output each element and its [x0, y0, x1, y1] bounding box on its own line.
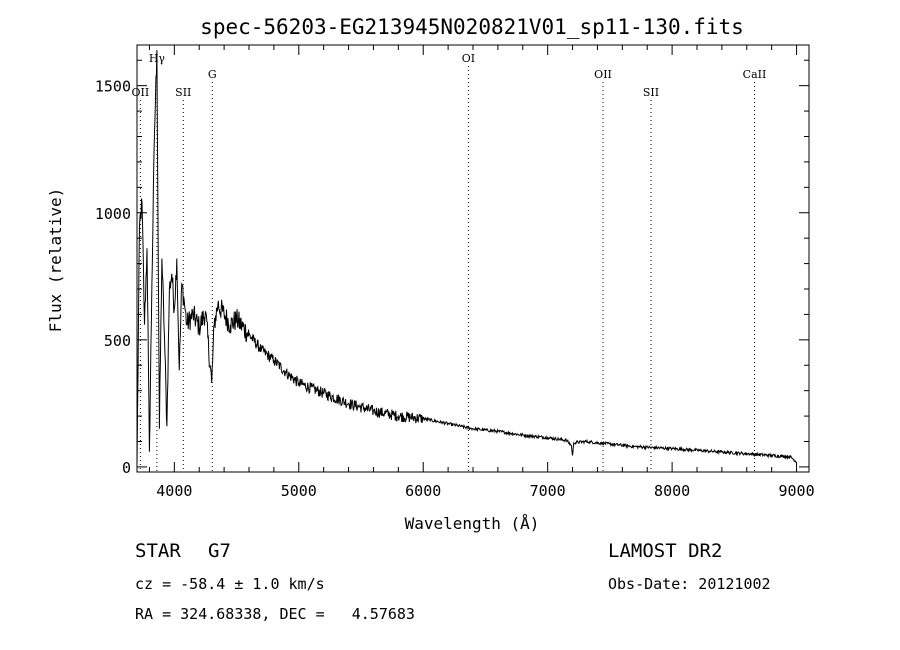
coordinates: RA = 324.68338, DEC = 4.57683 [135, 605, 415, 623]
plot-frame [136, 44, 810, 473]
x-tick-label: 7000 [530, 482, 566, 500]
x-axis-label: Wavelength (Å) [405, 514, 540, 533]
marker-label: SII [643, 86, 659, 99]
x-tick-label: 5000 [281, 482, 317, 500]
y-axis-label: Flux (relative) [46, 188, 65, 333]
plot-area [137, 50, 798, 467]
y-tick-label: 500 [104, 332, 131, 350]
spectrum-line [137, 50, 798, 467]
x-tick-label: 9000 [778, 482, 814, 500]
marker-label: OI [462, 52, 475, 65]
y-tick-label: 0 [122, 459, 131, 477]
marker-label: CaII [743, 68, 767, 81]
obs-date: Obs-Date: 20121002 [608, 575, 771, 593]
marker-label: OII [132, 86, 150, 99]
marker-label: SII [175, 86, 191, 99]
x-tick-label: 6000 [405, 482, 441, 500]
x-tick-label: 8000 [654, 482, 690, 500]
chart-title: spec-56203-EG213945N020821V01_sp11-130.f… [200, 15, 744, 39]
marker-label: OII [594, 68, 612, 81]
y-tick-label: 1000 [95, 205, 131, 223]
survey-name: LAMOST DR2 [608, 540, 723, 562]
object-class: STAR [135, 540, 181, 562]
marker-label: G [208, 68, 217, 81]
redshift-label: cz = -58.4 ± 1.0 km/s [135, 575, 325, 593]
y-tick-label: 1500 [95, 78, 131, 96]
x-tick-label: 4000 [156, 482, 192, 500]
axes: 4000 5000 6000 7000 8000 9000 0 500 1000 1500 [95, 44, 815, 500]
object-subclass: G7 [208, 540, 231, 562]
